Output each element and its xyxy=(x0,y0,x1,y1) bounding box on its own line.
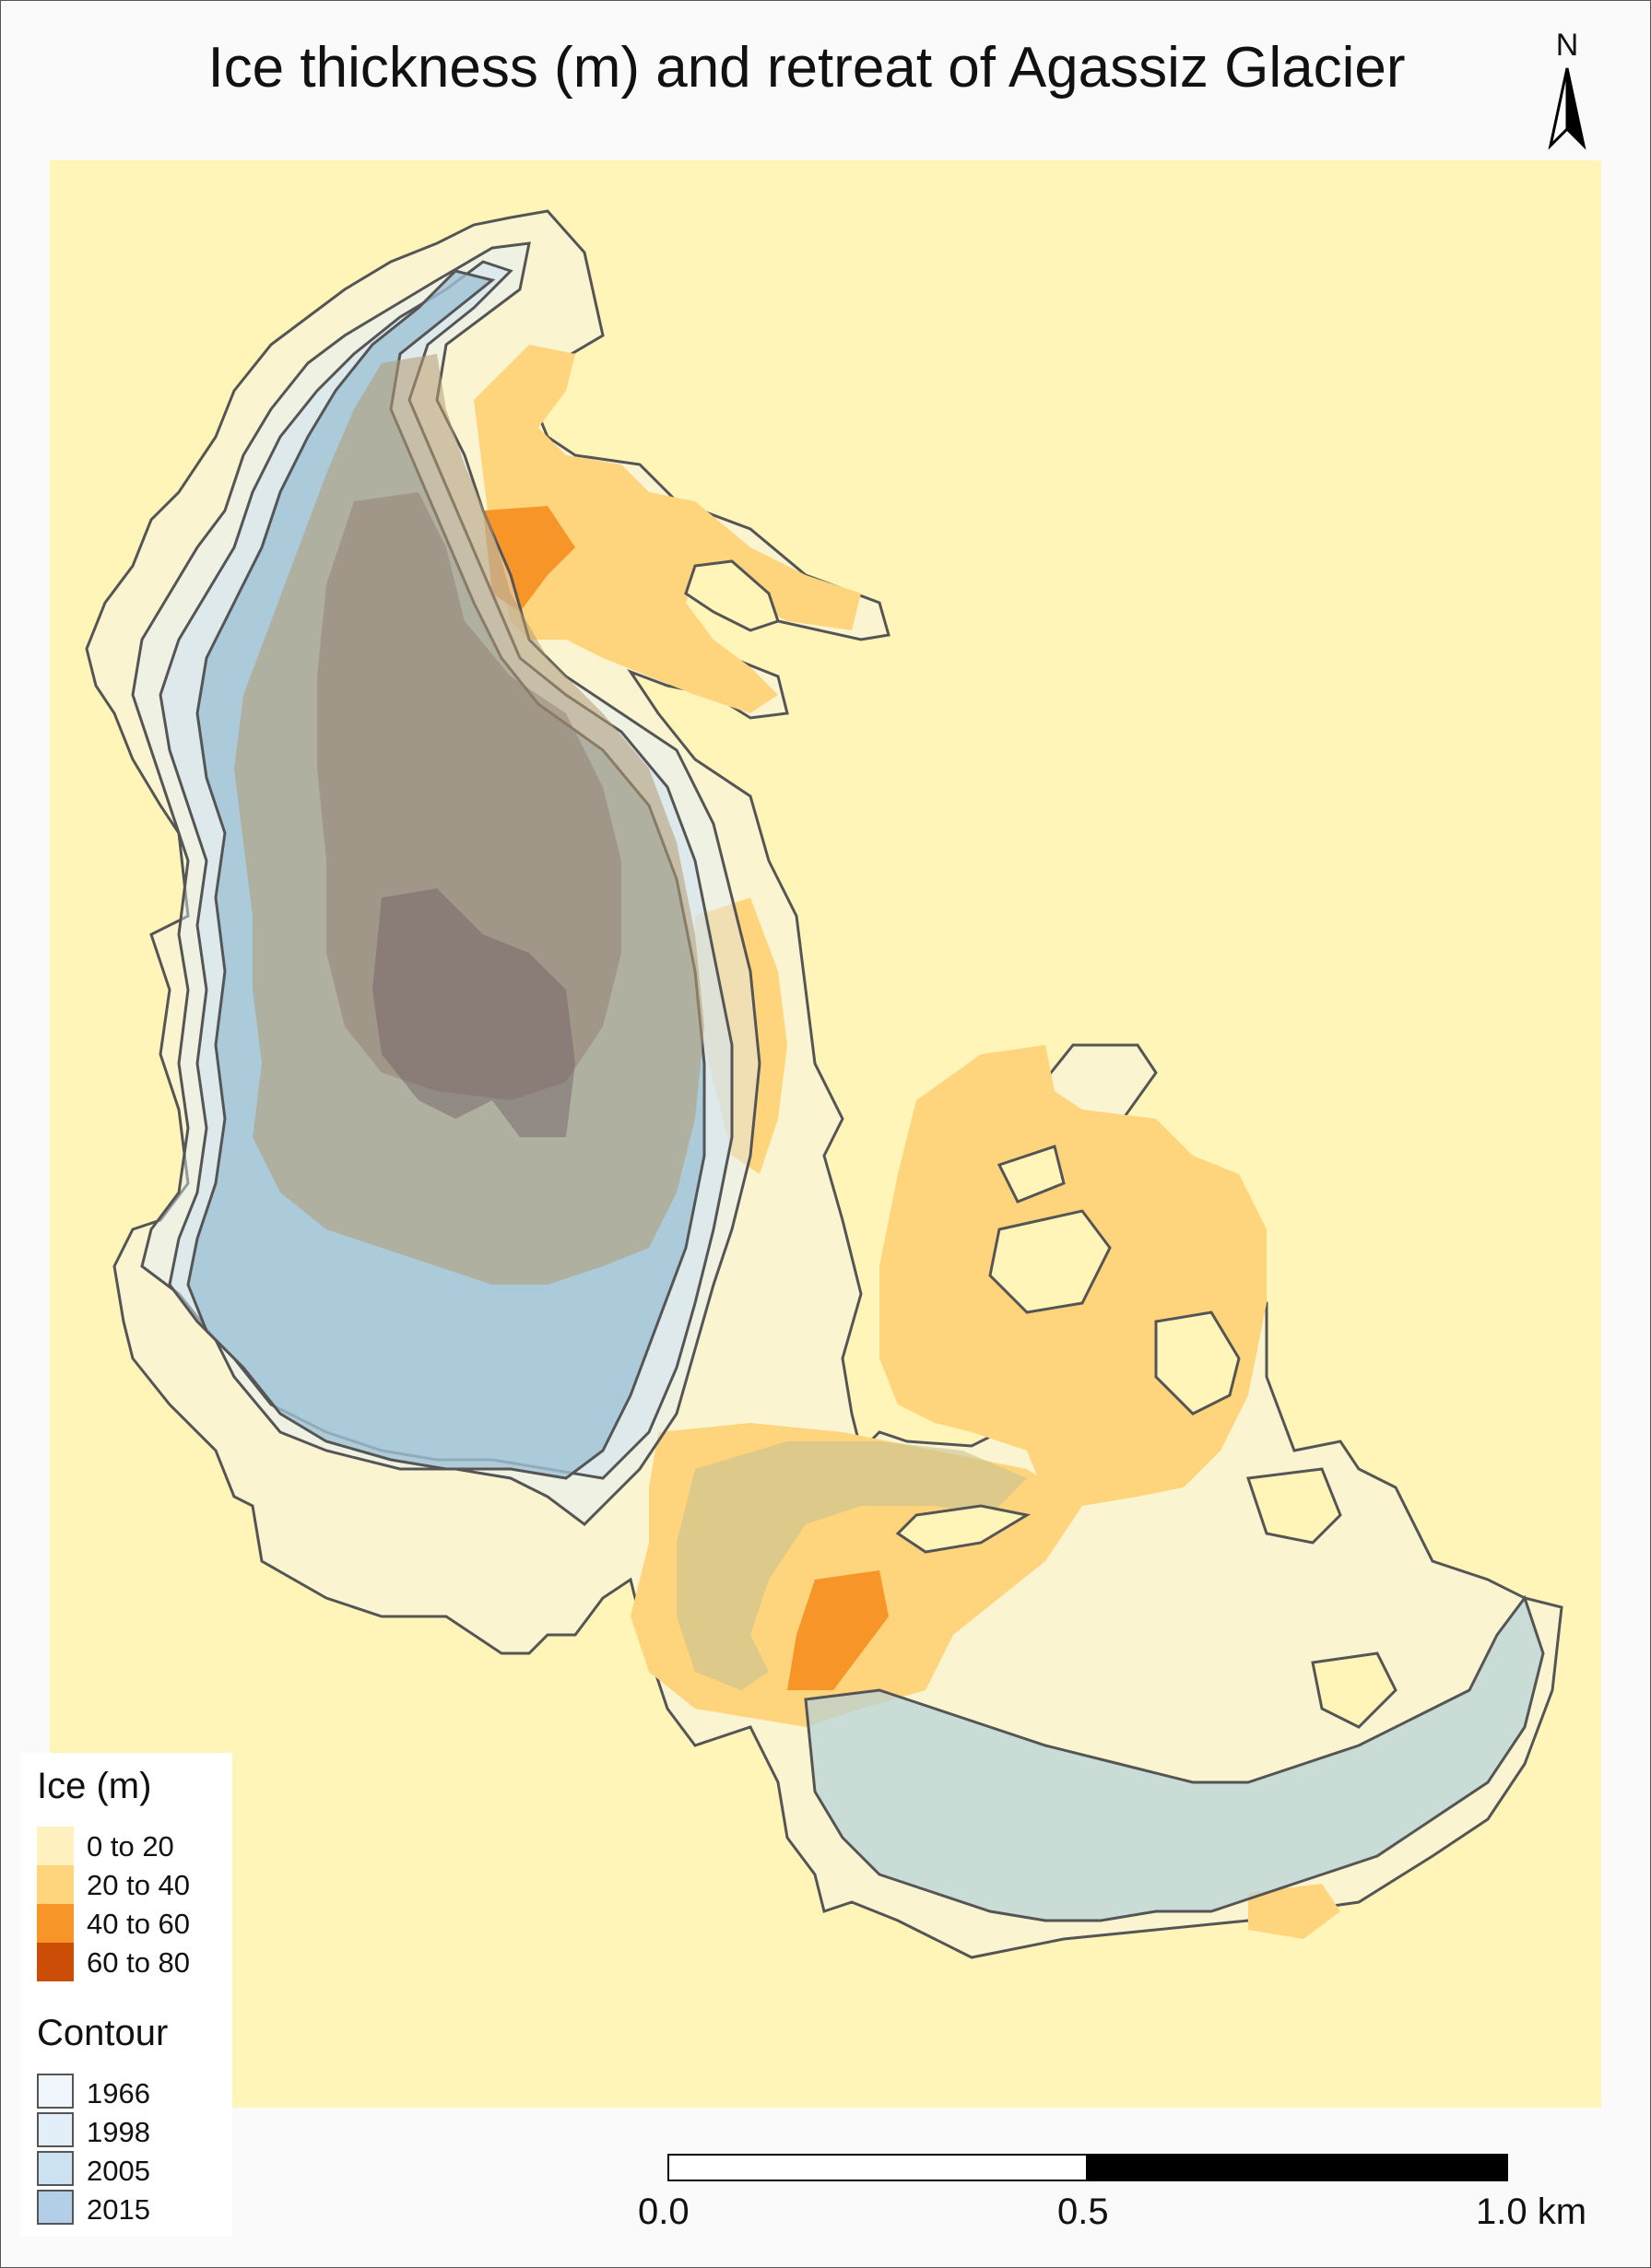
map-legend: Ice (m) 0 to 20 20 to 40 40 to 60 60 to … xyxy=(20,1753,232,2237)
legend-contour-title: Contour xyxy=(37,2013,169,2053)
ice-patch-southeast xyxy=(1248,1884,1340,1939)
legend-contour-label: 1966 xyxy=(87,2077,150,2109)
ice-overlay-20-40 xyxy=(234,354,704,1285)
legend-contour-swatch xyxy=(37,2074,74,2109)
legend-contour-swatch xyxy=(37,2190,74,2225)
nunatak-4 xyxy=(1154,1310,1241,1416)
north-arrow-icon xyxy=(1548,67,1586,150)
ice-patch-40-60-south xyxy=(787,1570,889,1690)
legend-ice-swatch xyxy=(37,1827,74,1865)
ice-patch-mid-east xyxy=(695,898,787,1174)
scale-label-0: 0.0 xyxy=(638,2192,690,2232)
nunatak-7 xyxy=(1311,1651,1397,1729)
legend-ice-label: 40 to 60 xyxy=(87,1908,191,1940)
legend-contour-swatch xyxy=(37,2112,74,2147)
ice-overlay-40-60 xyxy=(317,492,621,1100)
legend-contour-swatch xyxy=(37,2151,74,2186)
scale-label-1-0: 1.0 km xyxy=(1476,2192,1587,2232)
nunatak-3 xyxy=(988,1209,1112,1314)
ice-patch-north-lobe xyxy=(474,345,861,713)
legend-ice-title: Ice (m) xyxy=(37,1766,152,1806)
glacier-map xyxy=(50,160,1601,2108)
nunatak-2 xyxy=(996,1145,1066,1204)
legend-ice-swatch xyxy=(37,1943,74,1981)
nunatak-6 xyxy=(895,1504,1032,1554)
legend-ice-swatch xyxy=(37,1865,74,1904)
scale-bar-segment-white xyxy=(667,2154,1088,2181)
legend-ice-label: 0 to 20 xyxy=(87,1830,174,1863)
ice-overlay-60-80 xyxy=(372,888,575,1137)
scale-label-0-5: 0.5 xyxy=(1057,2192,1109,2232)
legend-contour-label: 2005 xyxy=(87,2155,150,2187)
scale-bar xyxy=(667,2154,1508,2181)
map-title: Ice thickness (m) and retreat of Agassiz… xyxy=(207,36,1406,100)
nunatak-5 xyxy=(1245,1467,1342,1545)
north-label: N xyxy=(1555,28,1579,63)
scale-bar-segment-black xyxy=(1086,2154,1508,2181)
legend-contour-label: 1998 xyxy=(87,2116,150,2148)
legend-ice-swatch xyxy=(37,1904,74,1943)
legend-contour-label: 2015 xyxy=(87,2193,150,2226)
legend-ice-label: 60 to 80 xyxy=(87,1946,191,1979)
main-body-thickness xyxy=(234,354,704,1285)
nunatak-1 xyxy=(684,559,780,632)
glacier-map-svg xyxy=(50,160,1601,2108)
contour-2015-south xyxy=(804,1594,1545,1922)
north-arrow: N xyxy=(1539,28,1595,157)
south-lobe-overlay xyxy=(677,1441,1027,1690)
contour-holes xyxy=(684,559,1397,1729)
legend-ice-label: 20 to 40 xyxy=(87,1869,191,1901)
